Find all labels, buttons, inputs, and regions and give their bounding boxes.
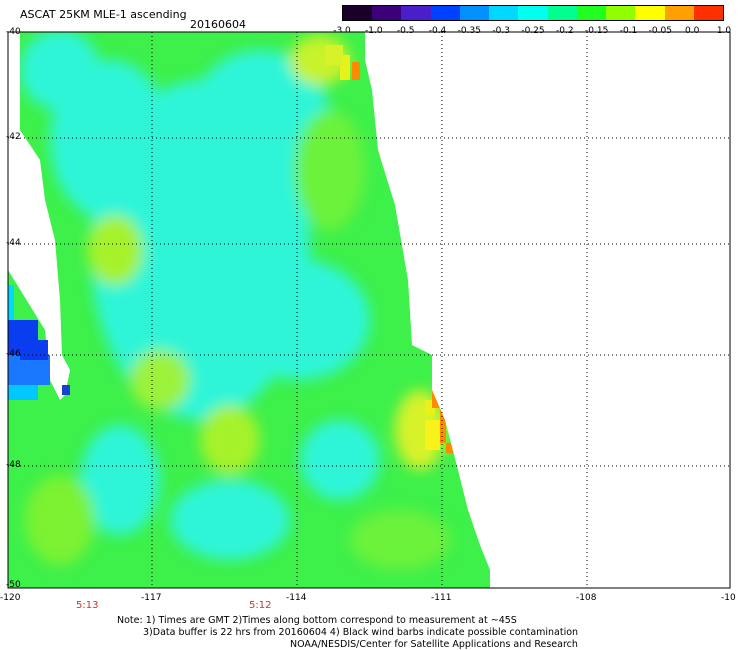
colorbar-label: -0.3 [492,26,510,36]
lat-label: -50 [6,580,21,590]
colorbar-segment [664,6,694,20]
colorbar-label: -0.1 [619,26,638,36]
lon-label: -108 [576,593,597,603]
colorbar-segment [401,6,431,20]
graticule [8,32,730,588]
time-label: 5:12 [249,600,272,611]
colorbar-segment [576,6,607,20]
lon-label: -111 [431,593,452,603]
colorbar-segment [343,6,373,20]
lat-label: -40 [6,27,21,37]
colorbar-label: -0.35 [457,26,481,36]
colorbar-label: -0.2 [556,26,574,36]
colorbar-label: -3.0 [333,26,351,36]
time-label: 5:13 [76,600,99,611]
colorbar [342,5,724,21]
colorbar-segment [606,6,636,20]
colorbar-label: -0.15 [585,26,609,36]
colorbar-segment [518,6,548,20]
lat-label: -48 [6,460,21,470]
colorbar-label: -1.0 [365,26,383,36]
scatterometer-map [7,31,731,589]
lat-label: -44 [6,238,21,248]
lon-label: -114 [286,593,307,603]
colorbar-label: -0.05 [648,26,672,36]
map-frame [7,31,731,589]
footer-credit: NOAA/NESDIS/Center for Satellite Applica… [290,639,578,650]
colorbar-segment [430,6,460,20]
colorbar-label: -0.25 [521,26,545,36]
colorbar-label: 0.0 [684,26,700,36]
colorbar-segment [635,6,665,20]
colorbar-segment [489,6,519,20]
footer-note-line-1: Note: 1) Times are GMT 2)Times along bot… [117,615,517,626]
lon-label: -10 [721,593,736,603]
swath-field [8,32,490,588]
lat-label: -46 [6,349,21,359]
lon-label: -120 [0,593,21,603]
footer-note-line-2: 3)Data buffer is 22 hrs from 20160604 4)… [143,627,579,638]
colorbar-segment [372,6,402,20]
map-title: ASCAT 25KM MLE-1 ascending [20,8,187,21]
colorbar-segment [459,6,490,20]
colorbar-segment [693,6,724,20]
colorbar-labels: -3.0 -1.0 -0.5 -0.4 -0.35 -0.3 -0.25 -0.2 -0.15-… [333,26,731,38]
colorbar-label: -0.5 [396,26,415,36]
colorbar-label: -0.4 [428,26,447,36]
lon-label: -117 [141,593,162,603]
lat-label: -42 [6,132,21,142]
blue-region [8,285,70,400]
colorbar-segment [547,6,577,20]
map-date: 20160604 [190,18,246,31]
swath-gap [8,32,70,400]
colorbar-label: 1.0 [716,26,732,36]
